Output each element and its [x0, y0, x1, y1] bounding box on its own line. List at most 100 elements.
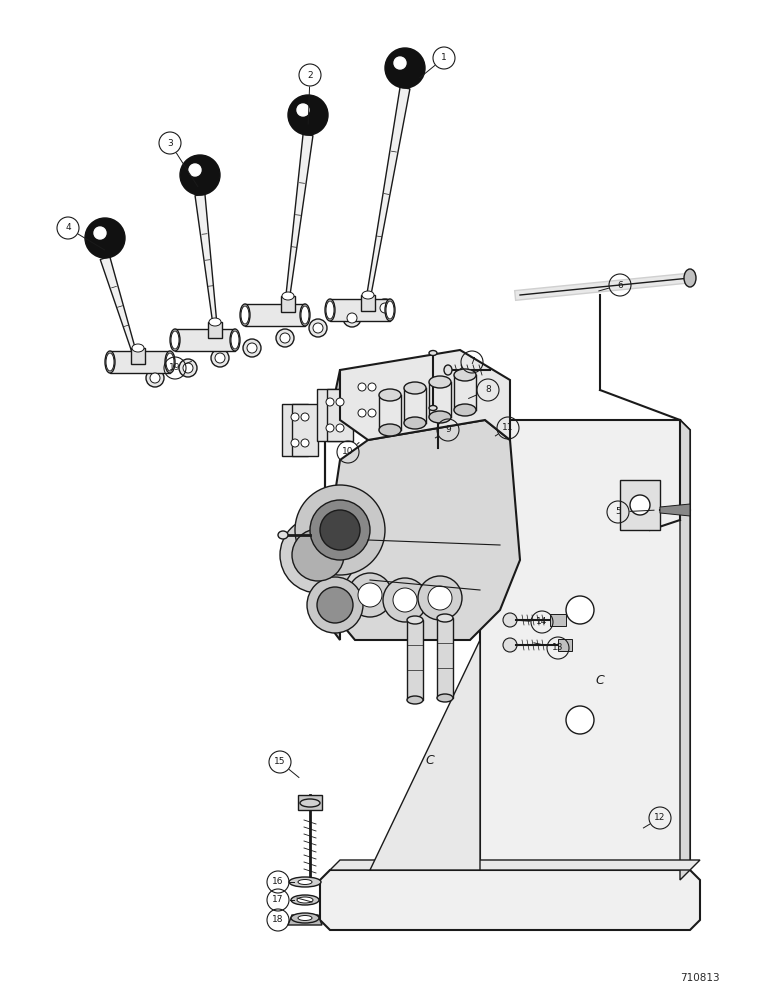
Circle shape	[85, 218, 125, 258]
Polygon shape	[340, 350, 510, 440]
Text: 8: 8	[485, 385, 491, 394]
Ellipse shape	[404, 417, 426, 429]
Ellipse shape	[211, 349, 229, 367]
Polygon shape	[288, 915, 322, 925]
Text: 1: 1	[441, 53, 447, 62]
Polygon shape	[325, 420, 520, 640]
Ellipse shape	[300, 799, 320, 807]
Ellipse shape	[407, 696, 423, 704]
Text: C: C	[425, 754, 435, 766]
Circle shape	[630, 495, 650, 515]
Polygon shape	[366, 87, 410, 300]
Ellipse shape	[429, 376, 451, 388]
Circle shape	[288, 95, 328, 135]
Text: 7: 7	[469, 358, 475, 366]
Polygon shape	[325, 370, 340, 640]
Polygon shape	[208, 322, 222, 338]
Text: 6: 6	[617, 280, 623, 290]
Ellipse shape	[300, 304, 310, 326]
Polygon shape	[286, 134, 313, 295]
Ellipse shape	[404, 382, 426, 394]
Ellipse shape	[325, 299, 335, 321]
Ellipse shape	[368, 383, 376, 391]
Ellipse shape	[336, 424, 344, 432]
Ellipse shape	[297, 897, 313, 903]
Ellipse shape	[407, 616, 423, 624]
Polygon shape	[327, 389, 353, 441]
Circle shape	[393, 588, 417, 612]
Text: 3: 3	[167, 138, 173, 147]
Ellipse shape	[313, 323, 323, 333]
Polygon shape	[298, 795, 322, 810]
Ellipse shape	[347, 313, 357, 323]
Ellipse shape	[171, 331, 179, 349]
Polygon shape	[359, 374, 385, 426]
Ellipse shape	[183, 363, 193, 373]
Circle shape	[310, 500, 370, 560]
Ellipse shape	[437, 614, 453, 622]
Text: 5: 5	[615, 508, 621, 516]
Circle shape	[295, 485, 385, 575]
Ellipse shape	[291, 439, 299, 447]
Ellipse shape	[243, 339, 261, 357]
Ellipse shape	[282, 292, 294, 300]
Circle shape	[94, 227, 106, 239]
Ellipse shape	[278, 531, 288, 539]
Circle shape	[428, 586, 452, 610]
Ellipse shape	[301, 413, 309, 421]
Ellipse shape	[106, 353, 114, 371]
Ellipse shape	[379, 389, 401, 401]
Ellipse shape	[362, 291, 374, 299]
Polygon shape	[131, 348, 145, 364]
Polygon shape	[175, 329, 235, 351]
Ellipse shape	[444, 365, 452, 375]
Ellipse shape	[276, 329, 294, 347]
Polygon shape	[480, 420, 690, 880]
Ellipse shape	[358, 383, 366, 391]
Ellipse shape	[454, 404, 476, 416]
Text: 2: 2	[307, 70, 313, 80]
Polygon shape	[361, 295, 375, 311]
Polygon shape	[437, 618, 453, 698]
Circle shape	[297, 104, 309, 116]
Ellipse shape	[454, 369, 476, 381]
Circle shape	[503, 638, 517, 652]
Ellipse shape	[336, 398, 344, 406]
Ellipse shape	[429, 406, 437, 410]
Circle shape	[320, 510, 360, 550]
Ellipse shape	[291, 413, 299, 421]
Circle shape	[503, 613, 517, 627]
Polygon shape	[620, 480, 660, 530]
Text: 16: 16	[273, 878, 284, 886]
Polygon shape	[660, 504, 690, 516]
Ellipse shape	[215, 353, 225, 363]
Ellipse shape	[379, 424, 401, 436]
Circle shape	[385, 48, 425, 88]
Polygon shape	[100, 257, 137, 356]
Polygon shape	[349, 374, 375, 426]
Text: 17: 17	[273, 896, 284, 904]
Polygon shape	[245, 304, 305, 326]
Text: 14: 14	[537, 617, 547, 626]
Ellipse shape	[166, 353, 174, 371]
Ellipse shape	[386, 301, 394, 319]
Text: 4: 4	[65, 224, 71, 232]
Circle shape	[292, 529, 344, 581]
Polygon shape	[330, 860, 700, 870]
Ellipse shape	[230, 329, 240, 351]
Ellipse shape	[209, 318, 221, 326]
Circle shape	[394, 57, 406, 69]
Circle shape	[189, 164, 201, 176]
Ellipse shape	[291, 913, 319, 923]
Ellipse shape	[301, 439, 309, 447]
Text: 11: 11	[503, 424, 513, 432]
Circle shape	[383, 578, 427, 622]
Ellipse shape	[437, 694, 453, 702]
Polygon shape	[558, 639, 572, 651]
Ellipse shape	[170, 329, 180, 351]
Polygon shape	[320, 870, 700, 930]
Polygon shape	[110, 351, 170, 373]
Ellipse shape	[231, 331, 239, 349]
Polygon shape	[680, 420, 690, 880]
Ellipse shape	[326, 301, 334, 319]
